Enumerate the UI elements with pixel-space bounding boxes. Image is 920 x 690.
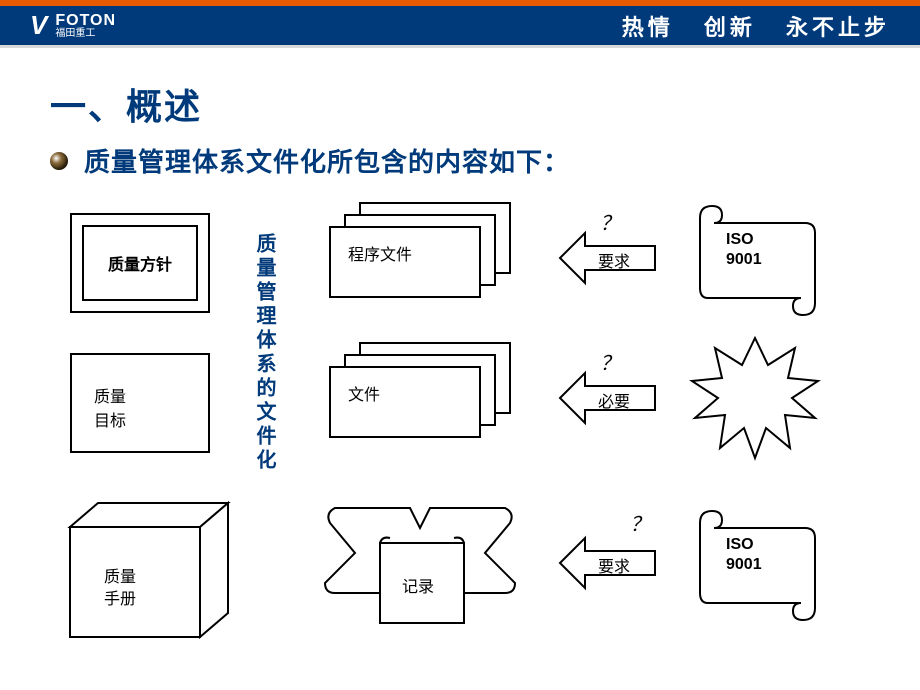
right-scroll-1-line2: 9001 xyxy=(726,251,762,269)
diagram: 质量方针 质量方针 质量 目标 质量 手册 质量管理体系的文件化 程序文件 xyxy=(50,203,870,683)
logo-text: FOTON 福田重工 xyxy=(55,13,116,39)
arrow-3-label: 要求 xyxy=(598,553,630,577)
center-doc-3-label: 记录 xyxy=(402,573,434,597)
subtitle: 质量管理体系文件化所包含的内容如下： xyxy=(84,142,570,179)
left-box-1-overlay: 质量方针 xyxy=(72,251,208,275)
header-bar: V FOTON 福田重工 热情 创新 永不止步 xyxy=(0,0,920,48)
qmark-2: ？ xyxy=(600,347,620,376)
right-starburst-icon xyxy=(690,333,820,463)
left-box-2-line2: 目标 xyxy=(94,407,186,431)
vertical-label: 质量管理体系的文件化 xyxy=(250,233,279,473)
qmark-3: ？ xyxy=(630,508,650,537)
header-slogan: 热情 创新 永不止步 xyxy=(602,10,890,42)
content-area: 一、概述 质量管理体系文件化所包含的内容如下： 质量方针 质量方针 质量 目标 … xyxy=(0,48,920,690)
logo-v-icon: V xyxy=(30,10,47,41)
right-scroll-2-line2: 9001 xyxy=(726,556,762,574)
subtitle-row: 质量管理体系文件化所包含的内容如下： xyxy=(50,142,870,179)
bullet-icon xyxy=(50,152,68,170)
left-box-3-line2: 手册 xyxy=(104,585,136,609)
right-scroll-2-line1: ISO xyxy=(726,536,754,554)
arrow-2-label: 必要 xyxy=(598,388,630,412)
qmark-1: ？ xyxy=(600,207,620,236)
center-doc-1-label: 程序文件 xyxy=(348,241,412,265)
slogan1: 热情 xyxy=(622,15,674,40)
arrow-1-label: 要求 xyxy=(598,248,630,272)
left-box-3-cube xyxy=(70,503,230,643)
left-box-1: 质量方针 质量方针 xyxy=(70,213,210,313)
logo-area: V FOTON 福田重工 xyxy=(30,10,116,41)
logo-sub: 福田重工 xyxy=(55,29,116,39)
center-doc-2-label: 文件 xyxy=(348,381,380,405)
page-title: 一、概述 xyxy=(50,78,870,130)
left-box-3-line1: 质量 xyxy=(104,563,136,587)
slogan2: 创新 xyxy=(704,15,756,40)
left-box-2-line1: 质量 xyxy=(94,383,186,407)
logo-main: FOTON xyxy=(55,13,116,29)
slogan3: 永不止步 xyxy=(786,15,890,40)
left-box-2: 质量 目标 xyxy=(70,353,210,453)
center-doc-3-banner xyxy=(320,503,520,633)
right-scroll-1-line1: ISO xyxy=(726,231,754,249)
